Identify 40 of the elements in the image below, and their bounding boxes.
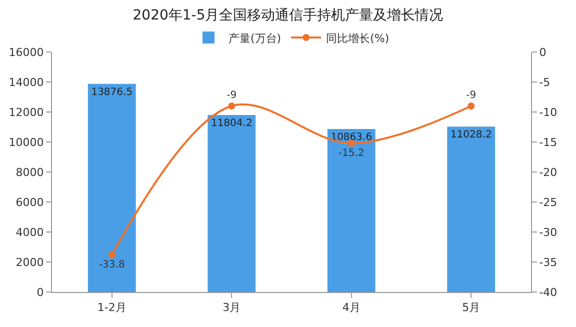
y-tick-label: 16000 xyxy=(8,46,44,59)
y2-tick-label: -25 xyxy=(539,196,558,209)
data-label: -33.8 xyxy=(98,260,125,271)
y2-tick-label: 0 xyxy=(539,46,546,59)
data-label: 10863.6 xyxy=(330,132,372,144)
y-tick-label: 6000 xyxy=(16,196,44,209)
y-tick-label: 14000 xyxy=(8,76,44,89)
data-label: 13876.5 xyxy=(91,86,133,98)
y2-tick-label: -40 xyxy=(539,286,558,299)
x-tick-label: 5月 xyxy=(462,301,480,314)
bar xyxy=(88,84,136,292)
y-tick-label: 4000 xyxy=(16,226,44,239)
y2-tick-label: -20 xyxy=(539,166,558,179)
x-tick-label: 1-2月 xyxy=(97,301,126,314)
y-tick-label: 10000 xyxy=(8,136,44,149)
data-label: -9 xyxy=(466,90,476,102)
y2-tick-label: -30 xyxy=(539,226,558,239)
y2-tick-label: -10 xyxy=(539,106,558,119)
data-label: 11804.2 xyxy=(210,118,252,129)
y2-tick-label: -35 xyxy=(539,256,558,269)
chart-title: 2020年1-5月全国移动通信手持机产量及增长情况 xyxy=(132,8,444,24)
y-tick-label: 12000 xyxy=(8,106,44,119)
data-label: -9 xyxy=(226,90,237,102)
point xyxy=(468,102,475,110)
data-label: -15.2 xyxy=(338,148,364,160)
point xyxy=(108,251,116,258)
y-tick-label: 0 xyxy=(36,286,44,299)
bar xyxy=(447,126,496,292)
y2-tick-label: -5 xyxy=(539,76,550,89)
y-tick-label: 8000 xyxy=(16,166,44,179)
data-label: 11028.2 xyxy=(450,130,492,141)
x-tick-label: 3月 xyxy=(222,301,241,314)
y2-tick-label: -15 xyxy=(539,136,558,149)
x-tick-label: 4月 xyxy=(342,301,360,314)
bar xyxy=(327,129,376,292)
y-tick-label: 2000 xyxy=(16,256,44,269)
point xyxy=(228,102,236,110)
bar xyxy=(208,114,256,292)
legend-label: 产量(万台) xyxy=(228,32,282,45)
legend-label: 同比增长(%) xyxy=(326,32,390,45)
